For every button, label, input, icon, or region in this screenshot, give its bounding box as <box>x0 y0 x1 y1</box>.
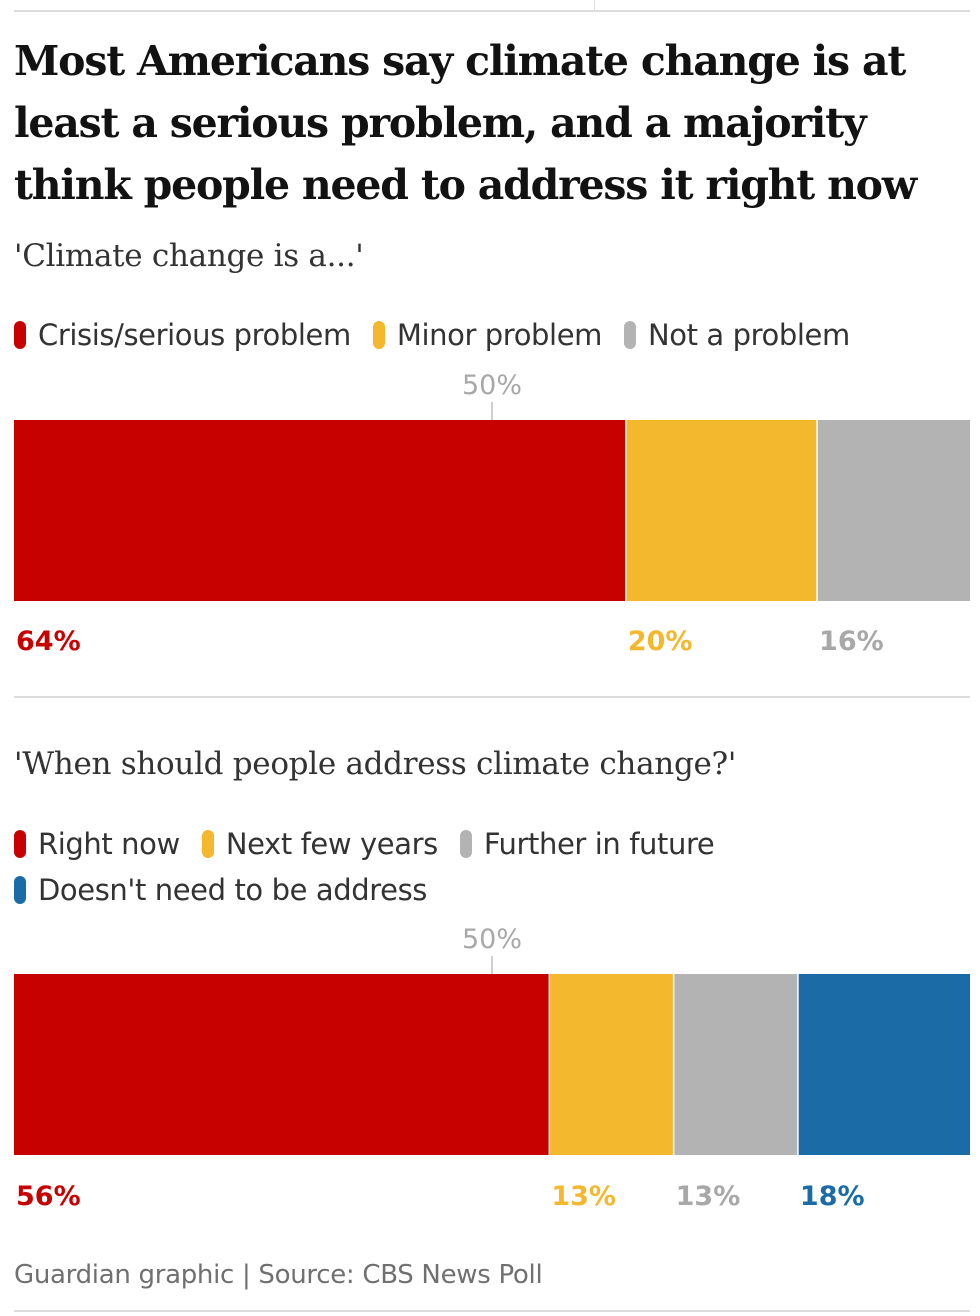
bar-segment-1-1 <box>14 420 626 601</box>
chart-2-subtitle: 'When should people address climate chan… <box>14 746 737 782</box>
legend-swatch <box>14 876 26 904</box>
chart-title: Most Americans say climate change is at … <box>14 37 917 209</box>
legend-item-right-now: Right now <box>14 827 180 861</box>
chart-1-subtitle: 'Climate change is a...' <box>14 238 364 274</box>
bar-segment-1-2 <box>625 420 818 601</box>
legend-label: Right now <box>38 827 180 861</box>
legend-swatch <box>459 830 472 858</box>
reference-label-2: 50% <box>462 924 522 955</box>
legend-row: Right now Next few years Further in futu… <box>14 821 964 867</box>
bar-segment-2-1 <box>14 974 550 1155</box>
legend-label: Not a problem <box>648 318 850 352</box>
value-label-1-2: 20% <box>628 626 693 657</box>
legend-row: Crisis/serious problem Minor problem Not… <box>14 312 964 358</box>
source-note: Guardian graphic | Source: CBS News Poll <box>14 1260 543 1290</box>
legend-row: Doesn't need to be address <box>14 867 964 913</box>
value-label-2-2: 13% <box>551 1181 616 1212</box>
reference-label-1: 50% <box>462 370 522 401</box>
legend-swatch <box>624 321 636 349</box>
bar-segment-1-3 <box>817 420 970 601</box>
bar-segment-2-2 <box>549 974 674 1155</box>
chart-1-legend: Crisis/serious problem Minor problem Not… <box>14 312 964 358</box>
legend-item-further-in-future: Further in future <box>459 827 715 861</box>
bottom-rule <box>14 1310 970 1312</box>
legend-item-minor: Minor problem <box>372 318 603 352</box>
legend-label: Further in future <box>483 827 715 861</box>
legend-swatch <box>14 321 26 349</box>
value-label-2-1: 56% <box>16 1181 81 1212</box>
legend-swatch <box>14 830 26 858</box>
legend-label: Crisis/serious problem <box>38 318 351 352</box>
legend-item-crisis: Crisis/serious problem <box>14 318 351 352</box>
bar-segment-2-4 <box>797 974 970 1155</box>
legend-item-not-a-problem: Not a problem <box>624 318 850 352</box>
value-label-1-1: 64% <box>16 626 81 657</box>
legend-label: Doesn't need to be address <box>38 873 427 907</box>
top-tick <box>594 0 595 10</box>
value-label-2-3: 13% <box>676 1181 741 1212</box>
chart-2-legend: Right now Next few years Further in futu… <box>14 821 964 913</box>
legend-item-not-needed: Doesn't need to be address <box>14 873 427 907</box>
legend-label: Next few years <box>225 827 438 861</box>
section-divider <box>14 696 970 698</box>
legend-label: Minor problem <box>396 318 603 352</box>
legend-swatch <box>201 830 214 858</box>
top-rule <box>14 10 970 12</box>
legend-swatch <box>372 321 385 349</box>
value-label-1-3: 16% <box>819 626 884 657</box>
legend-item-next-few-years: Next few years <box>201 827 438 861</box>
value-label-2-4: 18% <box>800 1181 865 1212</box>
bar-segment-2-3 <box>673 974 798 1155</box>
